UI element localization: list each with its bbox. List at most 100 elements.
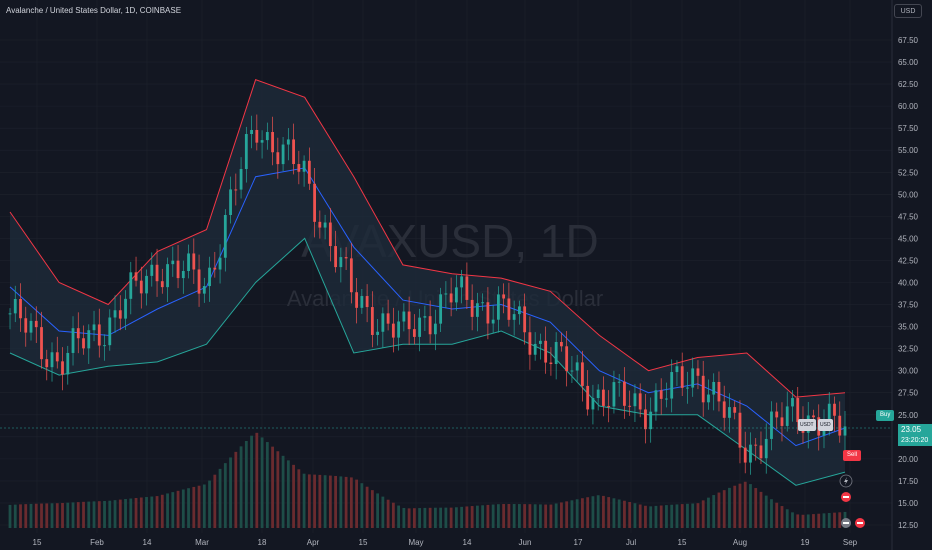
volume-bar bbox=[344, 476, 348, 528]
volume-bar bbox=[638, 504, 642, 528]
volume-bar bbox=[208, 480, 211, 528]
price-tick-label: 20.00 bbox=[898, 455, 919, 464]
volume-bar bbox=[97, 501, 101, 528]
volume-bar bbox=[402, 507, 406, 528]
volume-bar bbox=[791, 512, 794, 528]
candle-body bbox=[418, 317, 422, 337]
volume-bar bbox=[518, 504, 521, 528]
candle-body bbox=[528, 332, 532, 355]
volume-bar bbox=[539, 504, 542, 528]
candle-body bbox=[833, 403, 836, 416]
currency-button[interactable]: USD bbox=[894, 4, 922, 18]
volume-bar bbox=[785, 509, 789, 528]
volume-bar bbox=[150, 496, 154, 528]
candle-body bbox=[444, 293, 448, 295]
volume-bar bbox=[124, 499, 127, 528]
volume-bar bbox=[733, 485, 737, 528]
candle-body bbox=[376, 331, 380, 335]
candle-body bbox=[244, 134, 248, 170]
volume-bar bbox=[602, 495, 605, 528]
buy-signal-label: Buy bbox=[876, 410, 895, 421]
candle-body bbox=[108, 317, 112, 346]
volume-bar bbox=[139, 497, 143, 528]
volume-bar bbox=[281, 455, 285, 528]
candle-body bbox=[680, 366, 684, 388]
volume-bar bbox=[833, 512, 836, 528]
candle-body bbox=[549, 362, 553, 365]
volume-bar bbox=[13, 504, 17, 528]
candle-body bbox=[465, 276, 469, 300]
candle-body bbox=[34, 320, 38, 328]
time-tick-label: 17 bbox=[574, 538, 583, 547]
price-tick-label: 55.00 bbox=[898, 146, 919, 155]
candle-body bbox=[638, 393, 642, 410]
price-tick-label: 50.00 bbox=[898, 190, 919, 199]
volume-bar bbox=[229, 457, 232, 528]
volume-bar bbox=[796, 514, 800, 528]
volume-bar bbox=[397, 505, 401, 528]
volume-bar bbox=[407, 508, 411, 528]
candle-body bbox=[187, 253, 190, 272]
candle-body bbox=[602, 389, 605, 406]
candle-body bbox=[439, 294, 443, 324]
volume-bar bbox=[376, 493, 380, 528]
candle-body bbox=[544, 340, 548, 363]
candle-body bbox=[124, 298, 127, 319]
price-tick-label: 52.50 bbox=[898, 168, 919, 177]
candle-body bbox=[118, 310, 122, 319]
candle-body bbox=[155, 264, 159, 282]
volume-bar bbox=[586, 497, 590, 528]
volume-bar bbox=[176, 490, 180, 528]
volume-bar bbox=[491, 504, 495, 528]
candle-body bbox=[502, 294, 506, 299]
candle-body bbox=[659, 390, 663, 399]
candle-body bbox=[560, 341, 563, 347]
candle-body bbox=[623, 381, 626, 406]
symbol-title[interactable]: Avalanche / United States Dollar, 1D, CO… bbox=[6, 6, 182, 15]
candle-body bbox=[150, 264, 154, 276]
volume-bar bbox=[596, 495, 600, 528]
volume-bar bbox=[764, 495, 768, 528]
candle-body bbox=[691, 368, 695, 388]
volume-bar bbox=[50, 503, 54, 528]
volume-bar bbox=[738, 483, 742, 528]
volume-bar bbox=[145, 497, 148, 528]
candle-body bbox=[223, 215, 227, 258]
flash-icon bbox=[839, 474, 853, 488]
volume-bar bbox=[239, 446, 243, 528]
volume-bar bbox=[533, 504, 537, 528]
time-tick-label: May bbox=[408, 538, 423, 547]
candle-body bbox=[297, 164, 301, 172]
candle-body bbox=[208, 267, 211, 287]
volume-bar bbox=[334, 475, 337, 528]
volume-bar bbox=[528, 504, 532, 528]
earnings-icon bbox=[841, 518, 851, 528]
candle-body bbox=[139, 280, 143, 294]
volume-bar bbox=[628, 501, 632, 528]
candle-body bbox=[654, 390, 658, 412]
volume-bar bbox=[633, 503, 637, 528]
volume-bar bbox=[197, 485, 201, 528]
candle-body bbox=[518, 306, 521, 315]
volume-bar bbox=[486, 504, 490, 528]
volume-bar bbox=[560, 502, 563, 528]
candle-body bbox=[433, 323, 437, 335]
volume-bar bbox=[349, 477, 353, 528]
candle-body bbox=[565, 346, 569, 372]
volume-bar bbox=[61, 502, 64, 528]
volume-bar bbox=[76, 502, 80, 528]
candle-body bbox=[397, 321, 401, 338]
volume-bar bbox=[507, 503, 511, 528]
volume-bar bbox=[328, 475, 332, 528]
volume-bar bbox=[475, 505, 479, 528]
price-tick-label: 60.00 bbox=[898, 102, 919, 111]
candle-body bbox=[612, 382, 616, 407]
price-tick-label: 45.00 bbox=[898, 234, 919, 243]
volume-bar bbox=[575, 499, 579, 528]
candle-body bbox=[13, 299, 17, 314]
candle-body bbox=[780, 417, 784, 426]
candle-body bbox=[575, 362, 579, 371]
event-flag-icon bbox=[841, 492, 851, 502]
volume-bar bbox=[465, 506, 469, 528]
